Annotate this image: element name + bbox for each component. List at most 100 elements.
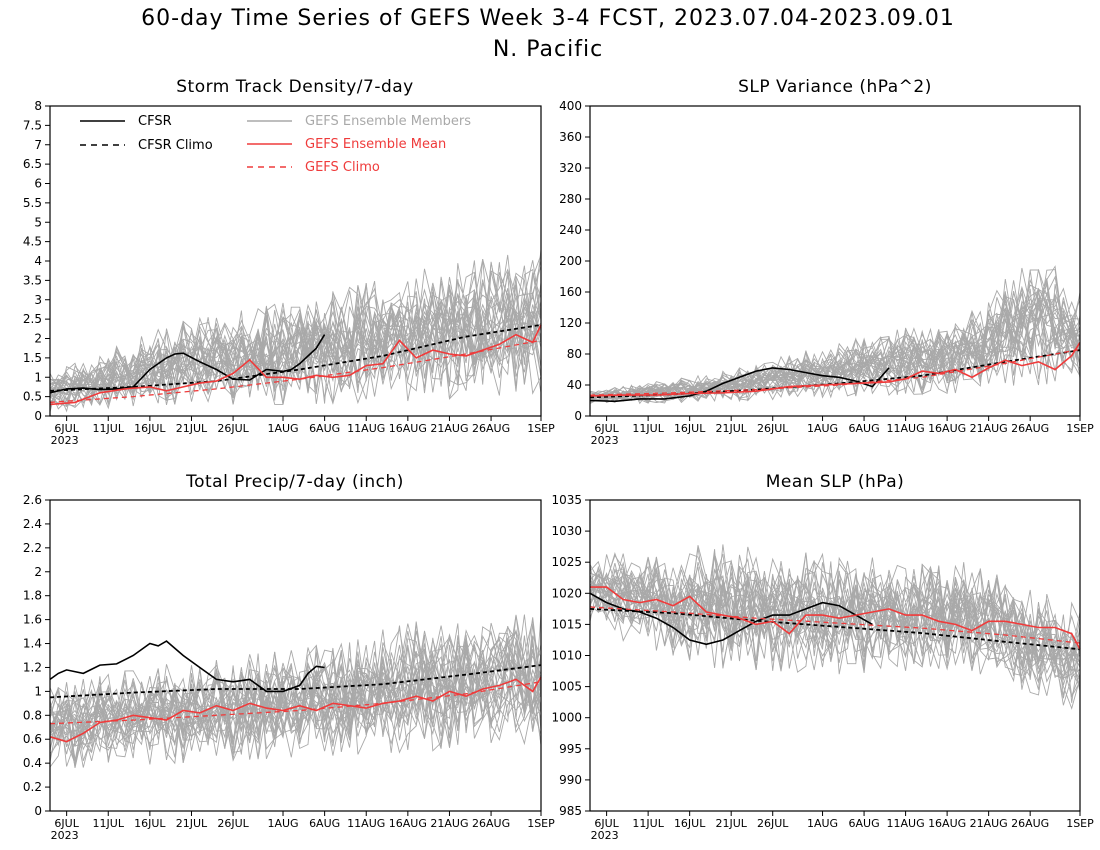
x-tick-label: 11AUG (347, 817, 385, 830)
x-tick-label: 21AUG (970, 817, 1008, 830)
x-tick-label: 1AUG (807, 817, 838, 830)
x-tick-label: 26JUL (757, 817, 789, 830)
x-year-label: 2023 (51, 434, 79, 447)
x-tick-label: 21JUL (176, 817, 208, 830)
y-tick-label: 1005 (551, 680, 582, 694)
y-tick-label: 1.5 (23, 351, 42, 365)
ensemble-member-line (589, 566, 1081, 698)
plot-frame (49, 499, 542, 812)
x-year-label: 2023 (51, 829, 79, 842)
ensemble-member-line (589, 559, 1081, 696)
y-tick-label: 4 (34, 254, 42, 268)
y-tick-label: 0.8 (23, 708, 42, 722)
series-line-cfsr (589, 367, 890, 403)
x-tick-label: 6AUG (849, 422, 880, 435)
x-tick-label: 16AUG (389, 422, 427, 435)
x-tick-label: 16AUG (389, 817, 427, 830)
series-line-gefs-ensemble-mean (589, 341, 1081, 397)
x-tick-label: 1SEP (1066, 422, 1094, 435)
ensemble-member-line (589, 280, 1081, 401)
plot-frame (589, 499, 1081, 812)
y-tick-label: 1 (34, 370, 42, 384)
ensemble-member-line (49, 640, 542, 763)
series-line-cfsr (49, 334, 326, 394)
series-line-gefs-climo (49, 681, 542, 725)
panel-storm-track-density: Storm Track Density/7-day 0 0.5 1 1.5 2 2.5 3 3… (23, 77, 555, 447)
x-tick-label: 26AUG (1011, 817, 1049, 830)
x-tick-label: 21JUL (715, 817, 747, 830)
ensemble-member-line (589, 289, 1081, 402)
ensemble-member-line (49, 254, 542, 409)
y-tick-label: 2 (34, 332, 42, 346)
x-tick-label: 11JUL (632, 817, 664, 830)
ensemble-member-line (49, 262, 542, 405)
x-tick-label: 21JUL (176, 422, 208, 435)
series-line-cfsr-climo (49, 324, 542, 392)
y-tick-label: 4.5 (23, 235, 42, 249)
y-tick-label: 2.5 (23, 312, 42, 326)
x-tick-label: 1SEP (1066, 817, 1094, 830)
y-tick-label: 2.4 (23, 517, 42, 531)
x-tick-label: 21JUL (715, 422, 747, 435)
y-tick-label: 1025 (551, 555, 582, 569)
y-tick-label: 5 (34, 215, 42, 229)
figure-title-line1: 60-day Time Series of GEFS Week 3-4 FCST… (141, 6, 955, 31)
y-tick-label: 6.5 (23, 157, 42, 171)
x-tick-label: 1AUG (267, 817, 298, 830)
x-tick-label: 26JUL (757, 422, 789, 435)
ensemble-member-line (49, 637, 542, 755)
y-tick-label: 1030 (551, 524, 582, 538)
x-tick-label: 6JUL (594, 422, 619, 435)
y-tick-label: 0.4 (23, 756, 42, 770)
x-tick-label: 6AUG (309, 422, 340, 435)
y-tick-label: 6 (34, 177, 42, 191)
x-tick-label: 11JUL (93, 817, 125, 830)
y-tick-label: 2.6 (23, 493, 42, 507)
y-tick-label: 995 (559, 742, 582, 756)
y-tick-label: 0.5 (23, 390, 42, 404)
x-tick-label: 26JUL (217, 817, 249, 830)
y-tick-label: 7.5 (23, 118, 42, 132)
y-tick-label: 0.2 (23, 780, 42, 794)
y-tick-label: 120 (559, 316, 582, 330)
x-year-label: 2023 (591, 434, 619, 447)
ensemble-member-line (49, 629, 542, 754)
y-tick-label: 1.4 (23, 637, 42, 651)
x-tick-label: 16JUL (134, 422, 166, 435)
x-tick-label: 26AUG (472, 817, 510, 830)
legend-label-cfsr: CFSR (138, 114, 172, 129)
ensemble-member-line (589, 291, 1081, 402)
y-tick-label: 1020 (551, 586, 582, 600)
x-tick-label: 16AUG (928, 422, 966, 435)
ensemble-member-line (589, 289, 1081, 400)
x-tick-label: 16JUL (674, 817, 706, 830)
series-line-gefs-ensemble-mean (590, 586, 1081, 650)
y-tick-label: 1.8 (23, 589, 42, 603)
y-tick-label: 320 (559, 161, 582, 175)
legend-label-ensemble-mean: GEFS Ensemble Mean (305, 137, 446, 152)
legend-label-ensemble-members: GEFS Ensemble Members (305, 114, 471, 129)
x-tick-label: 21AUG (430, 817, 468, 830)
y-tick-label: 2.2 (23, 541, 42, 555)
y-tick-label: 2 (34, 565, 42, 579)
panel-title-total-precip: Total Precip/7-day (inch) (185, 472, 404, 492)
ensemble-member-line (49, 285, 542, 407)
y-tick-label: 1.2 (23, 660, 42, 674)
series-line-cfsr (589, 592, 873, 646)
x-tick-label: 6JUL (54, 817, 79, 830)
ensemble-member-line (49, 288, 542, 408)
series-line-cfsr (49, 640, 325, 693)
x-tick-label: 1SEP (527, 422, 555, 435)
y-tick-label: 1.6 (23, 613, 42, 627)
x-tick-label: 11JUL (93, 422, 125, 435)
y-tick-label: 40 (567, 378, 582, 392)
panel-slp-variance: SLP Variance (hPa^2) 0 40 80 120 160 200 240 28… (559, 77, 1094, 447)
y-tick-label: 985 (559, 804, 582, 818)
y-tick-label: 1 (34, 684, 42, 698)
panel-mean-slp: Mean SLP (hPa) 985 990 995 1000 1005 1010 1015… (551, 472, 1094, 842)
series-line-gefs-ensemble-mean (49, 676, 542, 743)
y-tick-label: 360 (559, 130, 582, 144)
x-tick-label: 6AUG (309, 817, 340, 830)
x-tick-label: 11AUG (887, 817, 925, 830)
